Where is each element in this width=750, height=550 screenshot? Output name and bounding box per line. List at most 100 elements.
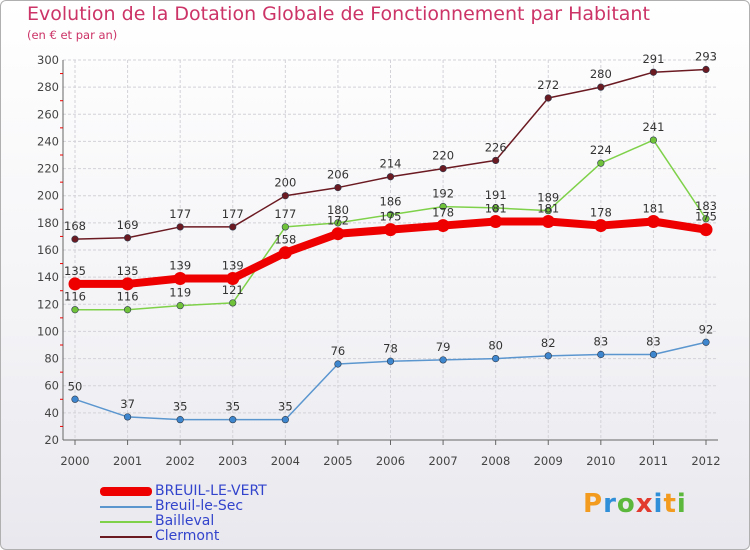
- data-point: [699, 223, 713, 237]
- data-point: [334, 183, 342, 192]
- data-label: 78: [383, 341, 398, 355]
- y-tick-label: 60: [44, 379, 59, 393]
- data-point: [436, 219, 450, 233]
- data-label: 83: [594, 335, 609, 349]
- data-label: 186: [380, 195, 402, 209]
- x-tick-label: 2007: [428, 454, 457, 468]
- data-point: [229, 416, 237, 424]
- data-point: [229, 299, 237, 307]
- data-point: [384, 223, 397, 237]
- data-label: 241: [642, 120, 664, 134]
- data-point: [489, 215, 503, 228]
- x-tick-label: 2006: [376, 454, 405, 468]
- data-label: 224: [590, 143, 612, 157]
- data-point: [544, 352, 552, 360]
- data-label: 139: [169, 259, 191, 273]
- legend-item-bailleval: Bailleval: [100, 513, 320, 530]
- x-tick-label: 2002: [166, 454, 195, 468]
- logo-letter: o: [616, 489, 636, 519]
- legend-label: Clermont: [155, 528, 220, 544]
- data-point: [281, 223, 289, 231]
- data-label: 172: [327, 214, 349, 228]
- data-point: [702, 338, 710, 346]
- logo-letter: t: [663, 489, 677, 519]
- data-point: [492, 354, 500, 363]
- x-tick-label: 2005: [323, 454, 352, 468]
- x-tick-label: 2012: [691, 454, 720, 468]
- data-label: 175: [380, 210, 402, 224]
- data-point: [334, 360, 342, 368]
- data-point: [121, 277, 135, 291]
- data-label: 293: [695, 50, 717, 64]
- data-point: [597, 350, 605, 359]
- data-point: [173, 272, 187, 285]
- data-label: 183: [695, 199, 717, 213]
- data-label: 291: [642, 52, 664, 66]
- data-point: [439, 202, 447, 211]
- data-point: [492, 156, 500, 165]
- data-label: 200: [274, 176, 296, 190]
- data-label: 76: [331, 344, 346, 358]
- data-point: [649, 68, 658, 76]
- legend-item-clermont: Clermont: [100, 528, 320, 545]
- data-label: 177: [274, 207, 296, 221]
- chart-title: Evolution de la Dotation Globale de Fonc…: [27, 3, 650, 25]
- data-point: [123, 413, 132, 421]
- proxiti-logo: Proxiti: [583, 489, 687, 519]
- data-label: 83: [646, 335, 661, 349]
- data-point: [649, 136, 658, 144]
- y-tick-label: 220: [37, 162, 59, 176]
- data-label: 135: [64, 264, 86, 278]
- legend-swatch: [100, 487, 152, 496]
- data-point: [281, 416, 289, 424]
- data-point: [649, 350, 658, 359]
- data-point: [541, 215, 555, 228]
- data-label: 50: [68, 379, 83, 393]
- logo-letter: i: [676, 489, 687, 519]
- legend-label: Bailleval: [155, 513, 215, 529]
- legend-label: BREUIL-LE-VERT: [155, 483, 267, 499]
- legend-swatch: [100, 536, 152, 538]
- data-point: [597, 159, 605, 167]
- data-label: 169: [117, 218, 139, 232]
- data-label: 220: [432, 149, 454, 163]
- data-point: [71, 235, 79, 243]
- logo-letter: r: [603, 489, 617, 519]
- data-label: 116: [117, 290, 139, 304]
- data-label: 206: [327, 168, 349, 182]
- data-label: 214: [380, 157, 402, 171]
- data-point: [176, 416, 184, 424]
- data-label: 177: [222, 207, 244, 221]
- logo-letter: i: [653, 489, 664, 519]
- data-point: [544, 207, 552, 215]
- data-label: 280: [590, 67, 612, 81]
- data-label: 80: [488, 339, 503, 353]
- data-point: [646, 215, 660, 228]
- data-label: 181: [485, 202, 507, 216]
- data-point: [386, 173, 395, 181]
- data-label: 168: [64, 219, 86, 233]
- data-point: [702, 65, 710, 74]
- data-point: [439, 356, 447, 364]
- x-tick-label: 2008: [481, 454, 510, 468]
- y-tick-label: 160: [37, 243, 59, 257]
- data-label: 37: [120, 397, 135, 411]
- y-tick-label: 300: [37, 53, 59, 67]
- legend-swatch: [100, 521, 152, 523]
- data-label: 35: [225, 400, 240, 414]
- data-point: [229, 223, 237, 231]
- x-tick-label: 2001: [113, 454, 142, 468]
- data-label: 175: [695, 210, 717, 224]
- data-label: 178: [590, 206, 612, 220]
- y-tick-label: 180: [37, 216, 59, 230]
- data-point: [123, 306, 132, 314]
- data-point: [281, 192, 289, 200]
- y-tick-label: 100: [37, 324, 59, 338]
- y-tick-label: 20: [44, 433, 59, 447]
- data-label: 158: [274, 233, 296, 247]
- data-point: [226, 272, 240, 285]
- y-tick-label: 260: [37, 107, 59, 121]
- legend: BREUIL-LE-VERT Breuil-le-Sec Bailleval C…: [100, 483, 320, 545]
- data-label: 139: [222, 259, 244, 273]
